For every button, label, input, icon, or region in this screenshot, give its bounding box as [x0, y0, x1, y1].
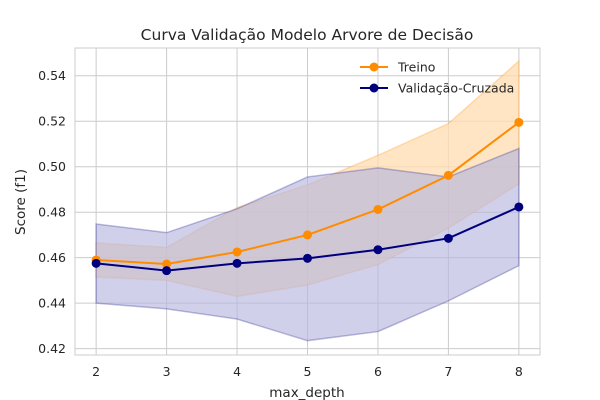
y-tick-label: 0.46	[38, 250, 66, 265]
treino-point	[232, 247, 242, 257]
validacao-point	[514, 202, 524, 212]
plot-frame	[74, 47, 541, 356]
y-tick-label: 0.50	[38, 159, 66, 174]
x-tick-labels: 2 3 4 5 6 7 8	[92, 364, 523, 379]
validacao-point	[91, 258, 101, 268]
y-tick-label: 0.44	[38, 296, 66, 311]
validacao-std-band	[95, 147, 520, 342]
legend-treino-label: Treino	[397, 60, 435, 75]
validacao-point	[303, 253, 312, 263]
y-tick-label: 0.42	[38, 341, 66, 356]
legend-treino-marker	[369, 62, 379, 72]
x-tick-label: 6	[374, 364, 382, 379]
y-axis-label: Score (f1)	[13, 169, 29, 235]
validacao-point	[443, 233, 453, 243]
x-tick-label: 4	[233, 364, 241, 379]
treino-point	[514, 117, 524, 127]
std-bands	[95, 59, 520, 342]
y-tick-label: 0.52	[38, 114, 66, 129]
validacao-point	[162, 266, 172, 276]
validacao-point	[373, 245, 383, 255]
legend: Treino Validação-Cruzada	[360, 60, 514, 96]
x-tick-label: 7	[444, 364, 452, 379]
x-tick-label: 3	[163, 364, 171, 379]
treino-point	[373, 204, 383, 214]
legend-validacao-marker	[369, 83, 379, 93]
validacao-point	[232, 258, 242, 268]
x-axis-label: max_depth	[269, 385, 344, 400]
treino-point	[303, 230, 312, 240]
y-tick-labels: 0.42 0.44 0.46 0.48 0.50 0.52 0.54	[38, 68, 66, 356]
legend-validacao-label: Validação-Cruzada	[398, 81, 514, 96]
y-tick-label: 0.54	[38, 68, 66, 83]
x-tick-label: 8	[515, 364, 523, 379]
x-tick-label: 2	[92, 364, 100, 379]
treino-point	[443, 170, 453, 180]
x-tick-label: 5	[304, 364, 312, 379]
series-points	[91, 117, 524, 276]
treino-point	[162, 259, 172, 269]
y-tick-label: 0.48	[38, 205, 66, 220]
chart-title: Curva Validação Modelo Arvore de Decisão	[141, 26, 474, 44]
